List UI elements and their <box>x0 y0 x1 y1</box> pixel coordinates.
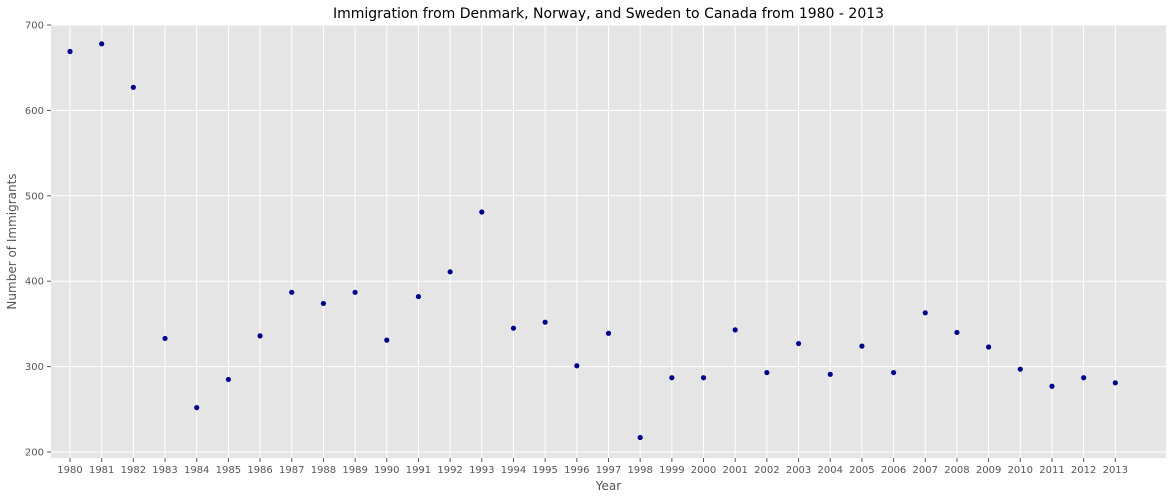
data-point <box>1081 375 1087 381</box>
x-tick-label: 1988 <box>311 465 336 476</box>
x-axis-label: Year <box>595 479 621 493</box>
x-tick-label: 1996 <box>564 465 589 476</box>
x-tick-label: 2013 <box>1103 465 1128 476</box>
x-tick-label: 2008 <box>944 465 969 476</box>
y-axis-label: Number of Immigrants <box>5 173 19 309</box>
data-point <box>1112 380 1118 386</box>
x-tick-label: 1983 <box>152 465 177 476</box>
data-point <box>827 371 833 377</box>
x-tick-label: 1985 <box>216 465 241 476</box>
data-point <box>986 344 992 350</box>
x-tick-label: 1991 <box>406 465 431 476</box>
x-tick-label: 1984 <box>184 465 209 476</box>
x-tick-label: 1986 <box>247 465 272 476</box>
data-point <box>384 337 390 343</box>
data-point <box>605 330 612 336</box>
x-tick-label: 2001 <box>722 465 747 476</box>
data-point <box>542 319 548 325</box>
x-tick-label: 2003 <box>786 465 811 476</box>
y-tick-label: 200 <box>25 448 44 459</box>
x-tick-label: 1990 <box>374 465 399 476</box>
x-tick-label: 1995 <box>532 465 557 476</box>
y-tick-label: 500 <box>25 191 44 202</box>
x-tick-label: 2009 <box>976 465 1001 476</box>
x-tick-label: 2000 <box>691 465 716 476</box>
y-tick-label: 400 <box>25 277 44 288</box>
x-tick-label: 2006 <box>881 465 906 476</box>
x-tick-label: 1981 <box>89 465 114 476</box>
data-point <box>637 434 643 441</box>
x-tick-label: 1999 <box>659 465 684 476</box>
x-tick-label: 1982 <box>121 465 146 476</box>
x-tick-label: 1994 <box>501 465 526 476</box>
data-point <box>700 375 707 381</box>
x-tick-label: 2004 <box>818 465 843 476</box>
y-tick-label: 700 <box>25 21 44 32</box>
data-point <box>415 293 422 300</box>
data-points <box>67 41 1118 441</box>
data-point <box>859 343 865 349</box>
x-tick-label: 1998 <box>627 465 652 476</box>
data-point <box>954 329 960 336</box>
y-tick-label: 600 <box>25 106 44 117</box>
data-point <box>764 369 770 376</box>
data-point <box>479 209 485 215</box>
data-point <box>795 340 802 347</box>
x-tick-label: 1993 <box>469 465 494 476</box>
data-point <box>922 310 928 316</box>
data-point <box>1017 366 1023 372</box>
data-point <box>99 41 105 47</box>
data-point <box>447 269 453 275</box>
x-tick-label: 2011 <box>1039 465 1064 476</box>
x-tick-label: 2010 <box>1008 465 1033 476</box>
x-tick-label: 2012 <box>1071 465 1096 476</box>
data-point <box>162 335 168 342</box>
x-tick-label: 2002 <box>754 465 779 476</box>
data-point <box>289 289 295 295</box>
x-tick-label: 1989 <box>342 465 367 476</box>
x-tick-label: 2007 <box>913 465 938 476</box>
data-point <box>669 375 675 381</box>
data-point <box>194 405 200 411</box>
y-axis-ticks: 200 300 400 500 600 700 <box>25 21 51 459</box>
x-tick-label: 1992 <box>437 465 462 476</box>
data-point <box>257 333 263 339</box>
data-point <box>225 376 231 383</box>
x-tick-label: 1980 <box>57 465 82 476</box>
y-tick-label: 300 <box>25 362 44 373</box>
x-tick-label: 2005 <box>849 465 874 476</box>
data-point <box>890 369 897 376</box>
data-point <box>320 300 327 307</box>
chart-title: Immigration from Denmark, Norway, and Sw… <box>333 6 884 22</box>
data-point <box>510 325 517 331</box>
data-point <box>130 84 136 90</box>
x-tick-label: 1987 <box>279 465 304 476</box>
data-point <box>1049 383 1055 389</box>
data-point <box>732 327 738 333</box>
x-tick-label: 1997 <box>596 465 621 476</box>
x-axis-ticks: 1980 1981 1982 1983 1984 1985 1986 1987 1988 1989… <box>57 458 1128 476</box>
data-point <box>352 289 358 295</box>
grid <box>51 24 1166 458</box>
data-point <box>67 48 73 55</box>
data-point <box>574 363 580 369</box>
